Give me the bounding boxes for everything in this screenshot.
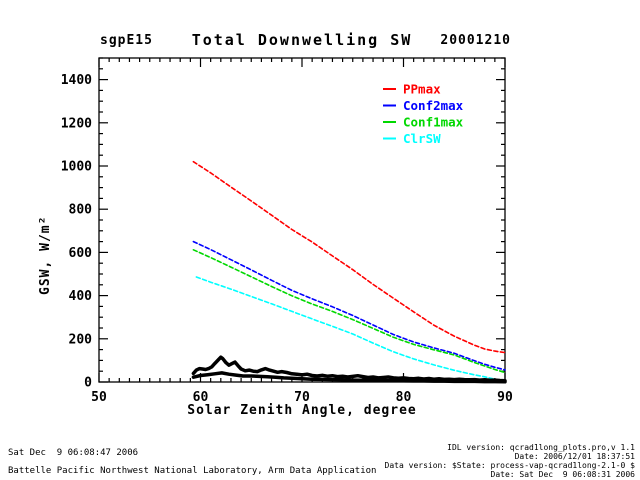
x-tick-label: 60	[193, 390, 209, 405]
y-axis-title: GSW, W/m²	[38, 215, 53, 295]
y-tick-label: 0	[84, 376, 92, 391]
footer-idl-date: Date: 2006/12/01 18:37:51	[514, 452, 635, 461]
series-measured-gsw-upper	[191, 355, 507, 383]
series-Conf1max	[192, 249, 506, 374]
footer-timestamp: Sat Dec 9 06:08:47 2006	[8, 448, 139, 458]
series-PPmax	[192, 160, 506, 354]
y-tick-label: 800	[69, 203, 93, 218]
x-tick-label: 80	[396, 390, 412, 405]
site-label: sgpE15	[100, 33, 153, 48]
series-measured-gsw-lower	[191, 371, 507, 384]
footer-data-version: Data version: $State: process-vap-qcrad1…	[384, 461, 635, 470]
x-tick-label: 90	[497, 390, 513, 405]
y-tick-label: 1400	[61, 73, 92, 88]
y-tick-label: 200	[69, 332, 93, 347]
date-label: 20001210	[440, 33, 511, 48]
y-tick-label: 1200	[61, 116, 92, 131]
x-axis-title: Solar Zenith Angle, degree	[187, 403, 417, 418]
series-Conf2max	[192, 240, 506, 371]
legend-label-ClrSW: ClrSW	[403, 131, 441, 146]
footer-organization: Battelle Pacific Northwest National Labo…	[8, 466, 377, 476]
plot-title: Total Downwelling SW	[191, 31, 413, 49]
x-tick-label: 50	[91, 390, 107, 405]
legend-label-Conf1max: Conf1max	[403, 115, 464, 130]
y-tick-label: 1000	[61, 160, 92, 175]
y-tick-label: 400	[69, 289, 93, 304]
legend-label-PPmax: PPmax	[403, 82, 441, 97]
x-tick-label: 70	[294, 390, 310, 405]
footer-data-date: Date: Sat Dec 9 06:08:31 2006	[490, 470, 636, 479]
y-tick-label: 600	[69, 246, 93, 261]
footer-idl-version: IDL version: qcrad1long_plots.pro,v 1.1	[447, 443, 635, 452]
legend-label-Conf2max: Conf2max	[403, 98, 464, 113]
series-ClrSW	[195, 276, 506, 383]
